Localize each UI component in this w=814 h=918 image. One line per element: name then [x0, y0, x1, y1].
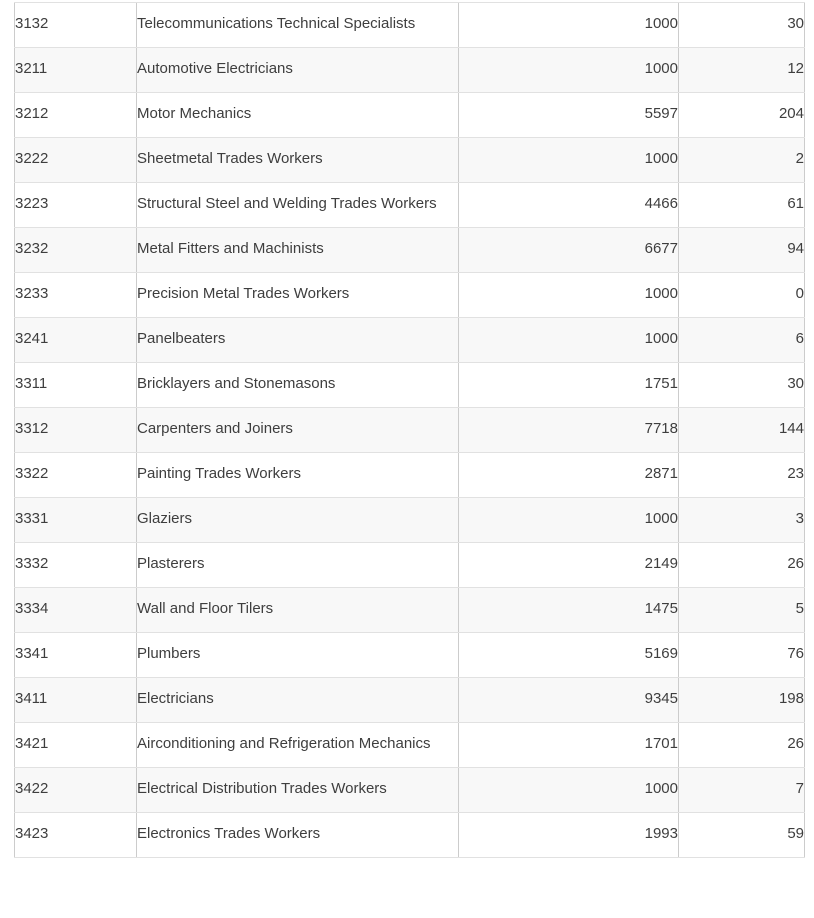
value1-cell: 4466: [458, 182, 679, 228]
occupation-code-cell: 3233: [14, 272, 137, 318]
occupation-code-cell: 3312: [14, 407, 137, 453]
value1-cell: 5597: [458, 92, 679, 138]
value1-cell: 7718: [458, 407, 679, 453]
table-row: 3232 Metal Fitters and Machinists 6677 9…: [14, 227, 805, 273]
table-row: 3223 Structural Steel and Welding Trades…: [14, 182, 805, 228]
value1-cell: 1000: [458, 2, 679, 48]
value1-cell: 1475: [458, 587, 679, 633]
table-row: 3341 Plumbers 5169 76: [14, 632, 805, 678]
value2-cell: 12: [678, 47, 805, 93]
table-row: 3422 Electrical Distribution Trades Work…: [14, 767, 805, 813]
occupation-name-cell: Motor Mechanics: [136, 92, 459, 138]
value1-cell: 1000: [458, 137, 679, 183]
occupation-table-container: 3132 Telecommunications Technical Specia…: [14, 2, 814, 858]
table-row: 3411 Electricians 9345 198: [14, 677, 805, 723]
value2-cell: 26: [678, 542, 805, 588]
value1-cell: 1000: [458, 272, 679, 318]
occupation-code-cell: 3411: [14, 677, 137, 723]
value1-cell: 5169: [458, 632, 679, 678]
value1-cell: 1751: [458, 362, 679, 408]
table-row: 3211 Automotive Electricians 1000 12: [14, 47, 805, 93]
table-row: 3331 Glaziers 1000 3: [14, 497, 805, 543]
value1-cell: 2871: [458, 452, 679, 498]
occupation-code-cell: 3332: [14, 542, 137, 588]
occupation-name-cell: Electricians: [136, 677, 459, 723]
occupation-name-cell: Structural Steel and Welding Trades Work…: [136, 182, 459, 228]
occupation-name-cell: Airconditioning and Refrigeration Mechan…: [136, 722, 459, 768]
occupation-code-cell: 3222: [14, 137, 137, 183]
occupation-name-cell: Plumbers: [136, 632, 459, 678]
occupation-name-cell: Carpenters and Joiners: [136, 407, 459, 453]
value1-cell: 1993: [458, 812, 679, 858]
occupation-code-cell: 3212: [14, 92, 137, 138]
value2-cell: 144: [678, 407, 805, 453]
occupation-code-cell: 3341: [14, 632, 137, 678]
occupation-code-cell: 3331: [14, 497, 137, 543]
value1-cell: 1000: [458, 317, 679, 363]
value1-cell: 1000: [458, 47, 679, 93]
occupation-name-cell: Sheetmetal Trades Workers: [136, 137, 459, 183]
table-row: 3222 Sheetmetal Trades Workers 1000 2: [14, 137, 805, 183]
value2-cell: 61: [678, 182, 805, 228]
value1-cell: 1000: [458, 497, 679, 543]
value2-cell: 3: [678, 497, 805, 543]
occupation-name-cell: Electrical Distribution Trades Workers: [136, 767, 459, 813]
table-row: 3241 Panelbeaters 1000 6: [14, 317, 805, 363]
value2-cell: 23: [678, 452, 805, 498]
table-row: 3311 Bricklayers and Stonemasons 1751 30: [14, 362, 805, 408]
value2-cell: 59: [678, 812, 805, 858]
occupation-name-cell: Painting Trades Workers: [136, 452, 459, 498]
occupation-name-cell: Precision Metal Trades Workers: [136, 272, 459, 318]
value1-cell: 6677: [458, 227, 679, 273]
occupation-code-cell: 3423: [14, 812, 137, 858]
value2-cell: 6: [678, 317, 805, 363]
value2-cell: 94: [678, 227, 805, 273]
table-row: 3212 Motor Mechanics 5597 204: [14, 92, 805, 138]
value1-cell: 2149: [458, 542, 679, 588]
occupation-code-cell: 3211: [14, 47, 137, 93]
occupation-code-cell: 3311: [14, 362, 137, 408]
occupation-code-cell: 3421: [14, 722, 137, 768]
table-row: 3421 Airconditioning and Refrigeration M…: [14, 722, 805, 768]
occupation-code-cell: 3241: [14, 317, 137, 363]
occupation-name-cell: Panelbeaters: [136, 317, 459, 363]
value2-cell: 30: [678, 2, 805, 48]
occupation-code-cell: 3334: [14, 587, 137, 633]
value2-cell: 2: [678, 137, 805, 183]
value1-cell: 1701: [458, 722, 679, 768]
value2-cell: 7: [678, 767, 805, 813]
value2-cell: 0: [678, 272, 805, 318]
value2-cell: 76: [678, 632, 805, 678]
occupation-name-cell: Bricklayers and Stonemasons: [136, 362, 459, 408]
value2-cell: 204: [678, 92, 805, 138]
value2-cell: 26: [678, 722, 805, 768]
value1-cell: 1000: [458, 767, 679, 813]
occupation-name-cell: Automotive Electricians: [136, 47, 459, 93]
occupation-code-cell: 3223: [14, 182, 137, 228]
occupation-table: 3132 Telecommunications Technical Specia…: [14, 2, 805, 858]
occupation-code-cell: 3422: [14, 767, 137, 813]
value1-cell: 9345: [458, 677, 679, 723]
occupation-name-cell: Glaziers: [136, 497, 459, 543]
occupation-name-cell: Wall and Floor Tilers: [136, 587, 459, 633]
occupation-code-cell: 3232: [14, 227, 137, 273]
occupation-name-cell: Electronics Trades Workers: [136, 812, 459, 858]
table-row: 3423 Electronics Trades Workers 1993 59: [14, 812, 805, 858]
occupation-table-body: 3132 Telecommunications Technical Specia…: [14, 2, 805, 858]
occupation-name-cell: Plasterers: [136, 542, 459, 588]
value2-cell: 30: [678, 362, 805, 408]
occupation-code-cell: 3322: [14, 452, 137, 498]
value2-cell: 5: [678, 587, 805, 633]
table-row: 3334 Wall and Floor Tilers 1475 5: [14, 587, 805, 633]
table-row: 3322 Painting Trades Workers 2871 23: [14, 452, 805, 498]
value2-cell: 198: [678, 677, 805, 723]
occupation-name-cell: Telecommunications Technical Specialists: [136, 2, 459, 48]
occupation-name-cell: Metal Fitters and Machinists: [136, 227, 459, 273]
table-row: 3132 Telecommunications Technical Specia…: [14, 2, 805, 48]
table-row: 3332 Plasterers 2149 26: [14, 542, 805, 588]
occupation-code-cell: 3132: [14, 2, 137, 48]
table-row: 3233 Precision Metal Trades Workers 1000…: [14, 272, 805, 318]
table-row: 3312 Carpenters and Joiners 7718 144: [14, 407, 805, 453]
